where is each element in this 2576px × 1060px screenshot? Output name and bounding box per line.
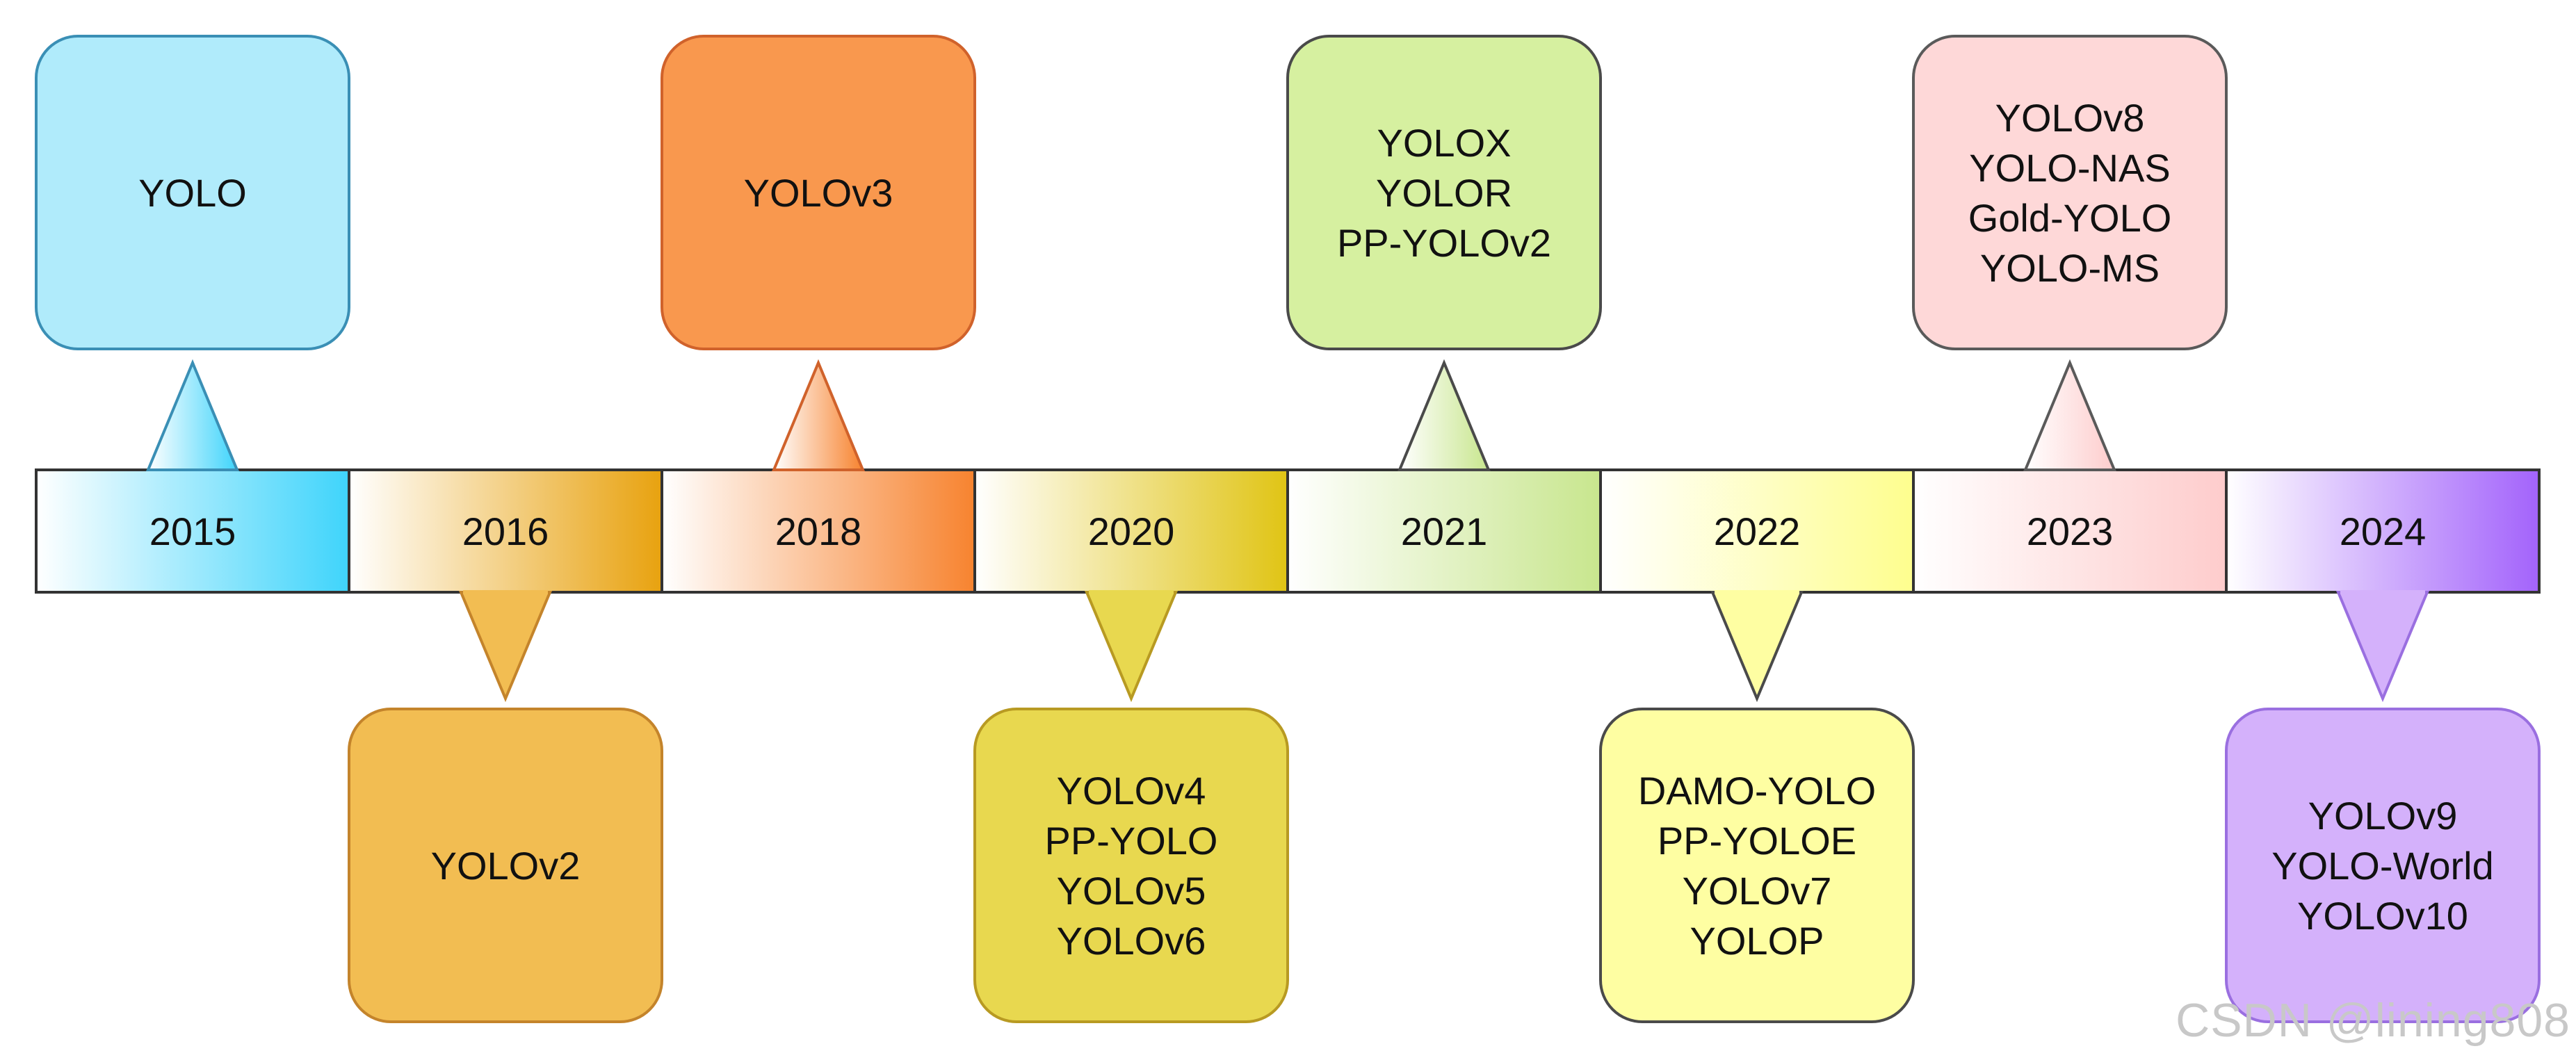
callout-2024: YOLOv9 YOLO-World YOLOv10: [2225, 590, 2541, 1023]
model-label: Gold-YOLO: [1968, 196, 2172, 240]
callout-2020: YOLOv4 PP-YOLO YOLOv5 YOLOv6: [973, 590, 1289, 1023]
model-label: YOLOv9: [2308, 794, 2458, 838]
callout-2022: DAMO-YOLO PP-YOLOE YOLOv7 YOLOP: [1599, 590, 1915, 1023]
year-label-2021: 2021: [1401, 509, 1488, 553]
callout-2015: YOLO: [35, 35, 350, 471]
callout-box-2016: [348, 708, 663, 1023]
model-label: YOLOv4: [1057, 769, 1206, 813]
timeline-segment-2015: [35, 468, 350, 594]
model-label: YOLOv10: [2297, 894, 2468, 938]
callout-box-2024: [2225, 708, 2541, 1023]
callout-pointer-2024: [2335, 591, 2430, 703]
model-label: DAMO-YOLO: [1638, 769, 1876, 813]
model-label: YOLOR: [1376, 171, 1512, 215]
model-label: YOLOv2: [431, 844, 581, 888]
callout-pointer-2018: [772, 359, 865, 471]
model-label: PP-YOLO: [1045, 819, 1218, 863]
timeline-segment-2024: [2225, 468, 2541, 594]
model-label: YOLO-World: [2271, 844, 2493, 888]
year-label-2024: 2024: [2340, 509, 2427, 553]
callout-box-2021: [1286, 35, 1602, 350]
watermark: CSDN @lining808: [2176, 994, 2570, 1047]
year-label-2015: 2015: [149, 509, 236, 553]
callout-box-2018: [661, 35, 976, 350]
callout-pointer-2022: [1710, 591, 1804, 703]
model-label: YOLO-MS: [1980, 246, 2160, 290]
year-label-2020: 2020: [1088, 509, 1175, 553]
callout-pointer-2020: [1084, 591, 1178, 703]
callout-box-2015: [35, 35, 350, 350]
model-label: YOLOv8: [1995, 96, 2145, 140]
timeline-segment-2021: [1286, 468, 1602, 594]
timeline-segment-2022: [1599, 468, 1915, 594]
model-label: YOLOv7: [1683, 869, 1832, 913]
callout-box-2023: [1912, 35, 2228, 350]
model-label: YOLOX: [1377, 121, 1512, 165]
model-label: YOLOv3: [744, 171, 893, 215]
model-label: YOLOP: [1690, 919, 1824, 963]
callout-pointer-2023: [2023, 359, 2116, 471]
model-label: YOLO: [138, 171, 247, 215]
callout-2023: YOLOv8 YOLO-NAS Gold-YOLO YOLO-MS: [1912, 35, 2228, 471]
timeline-segment-2020: [973, 468, 1289, 594]
callout-2021: YOLOX YOLOR PP-YOLOv2: [1286, 35, 1602, 471]
year-label-2018: 2018: [775, 509, 862, 553]
year-label-2022: 2022: [1714, 509, 1801, 553]
callout-2016: YOLOv2: [348, 590, 663, 1023]
callout-box-2020: [973, 708, 1289, 1023]
callout-pointer-2021: [1398, 359, 1491, 471]
model-label: YOLOv5: [1057, 869, 1206, 913]
model-label: PP-YOLOE: [1658, 819, 1856, 863]
year-label-2023: 2023: [2027, 509, 2114, 553]
model-label: YOLO-NAS: [1969, 146, 2170, 190]
callout-box-2022: [1599, 708, 1915, 1023]
callout-pointer-2015: [146, 359, 239, 471]
callout-2018: YOLOv3: [661, 35, 976, 471]
timeline-bar: 2015 2016 2018 2020 2021 2022 2023 2024: [35, 468, 2541, 594]
callout-pointer-2016: [458, 591, 553, 703]
year-label-2016: 2016: [462, 509, 549, 553]
timeline-segment-2016: [348, 468, 663, 594]
callout-boxes: YOLOYOLOv2YOLOv3YOLOv4PP-YOLOYOLOv5YOLOv…: [35, 35, 2541, 1023]
model-label: YOLOv6: [1057, 919, 1206, 963]
model-label: PP-YOLOv2: [1337, 221, 1551, 265]
timeline-segment-2023: [1912, 468, 2228, 594]
